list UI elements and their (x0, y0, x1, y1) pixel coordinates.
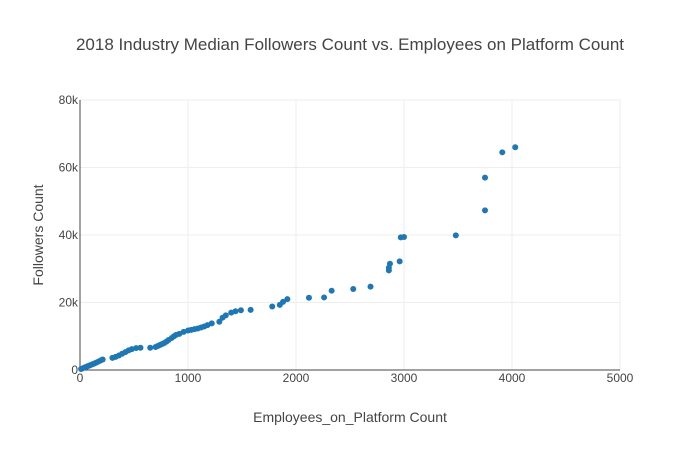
chart-title: 2018 Industry Median Followers Count vs.… (76, 35, 624, 54)
data-point (482, 207, 488, 214)
data-point (208, 320, 215, 327)
y-tick-label: 0 (71, 363, 78, 377)
data-point (350, 286, 357, 292)
x-tick-label: 2000 (283, 371, 310, 385)
x-tick-label: 1000 (175, 371, 202, 385)
axes (79, 100, 620, 371)
y-tick-label: 40k (59, 228, 79, 242)
data-point (499, 149, 506, 156)
y-tick-label: 20k (59, 296, 79, 310)
data-point (367, 283, 374, 290)
y-tick-label: 60k (59, 161, 79, 175)
data-point (147, 344, 154, 351)
y-axis-title: Followers Count (30, 184, 46, 285)
data-point (222, 312, 229, 319)
x-axis-title: Employees_on_Platform Count (253, 409, 447, 425)
data-point (284, 296, 291, 303)
data-point (512, 144, 519, 151)
data-point (237, 307, 244, 314)
data-point (305, 294, 312, 301)
data-point (386, 260, 393, 267)
data-point (452, 232, 459, 239)
x-tick-label: 0 (77, 371, 84, 385)
data-point (269, 303, 276, 310)
data-point (401, 234, 407, 241)
data-point (133, 345, 140, 352)
data-point (137, 344, 144, 351)
x-tick-label: 3000 (391, 371, 418, 385)
data-point (99, 356, 106, 363)
y-tick-label: 80k (59, 93, 79, 107)
data-point (216, 318, 223, 325)
data-point (280, 298, 287, 305)
data-points (78, 144, 519, 372)
data-point (321, 294, 328, 301)
data-point (482, 174, 488, 181)
grid-lines (80, 99, 621, 370)
x-tick-label: 5000 (607, 371, 634, 385)
x-tick-label: 4000 (499, 371, 526, 385)
data-point (247, 306, 254, 313)
data-point (328, 287, 335, 294)
tick-labels: 0 1000 2000 3000 4000 5000 0 20k 40k 60k 80k (59, 93, 634, 385)
data-point (396, 258, 403, 265)
data-point (232, 308, 239, 315)
